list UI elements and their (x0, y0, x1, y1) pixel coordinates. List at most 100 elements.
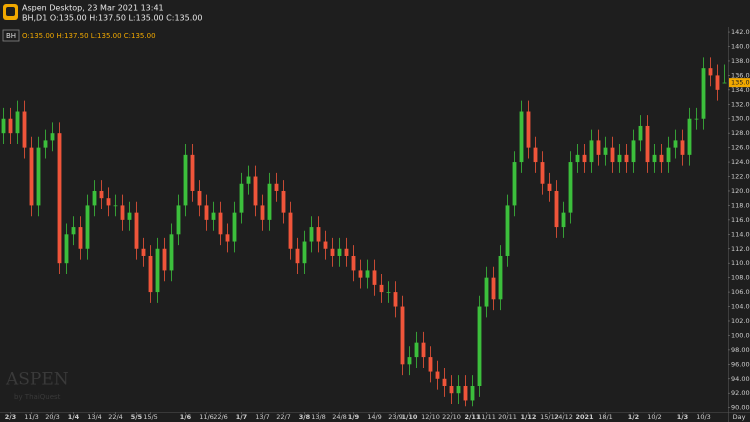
y-tick-label: 128.00 (731, 129, 750, 137)
symbol: BH (6, 32, 16, 40)
y-tick-label: 96.00 (731, 360, 750, 368)
x-tick-label: 22/4 (108, 413, 123, 421)
y-tick-label: 112.00 (731, 245, 750, 253)
y-tick-label: 108.00 (731, 274, 750, 282)
candle-body (120, 205, 125, 220)
candle-body (701, 68, 706, 119)
y-tick-label: 130.00 (731, 115, 750, 123)
x-tick-label: 5/5 (131, 413, 143, 421)
y-tick-label: 138.00 (731, 57, 750, 65)
x-tick-label: 20/3 (45, 413, 60, 421)
candle-body (610, 147, 615, 163)
watermark-brand: ASPEN (5, 370, 69, 390)
y-tick-label: 104.00 (731, 303, 750, 311)
x-tick-label: 13/7 (255, 413, 270, 421)
x-tick-label: 1/7 (236, 413, 247, 421)
candle-body (722, 82, 727, 84)
x-tick-label: 12/10 (421, 413, 440, 421)
x-tick-label: 22/6 (213, 413, 228, 421)
candle-body (302, 241, 307, 264)
x-tick-label: 1/12 (521, 413, 537, 421)
candle-body (652, 154, 657, 163)
x-tick-label: 14/9 (367, 413, 382, 421)
candle-body (183, 154, 188, 206)
candle-body (365, 270, 370, 278)
candle-body (554, 190, 559, 228)
candle-body (428, 357, 433, 372)
candle-body (71, 227, 76, 235)
candle-body (456, 385, 461, 394)
candle-body (225, 234, 230, 242)
x-tick-label: 10/2 (647, 413, 662, 421)
candle-body (64, 234, 69, 264)
candle-body (239, 183, 244, 213)
x-tick-label: 13/8 (311, 413, 326, 421)
candle-body (1, 118, 6, 134)
candle-body (407, 357, 412, 365)
x-tick-label: 10/3 (696, 413, 711, 421)
x-tick-label: 11/6 (199, 413, 214, 421)
candle-body (400, 306, 405, 365)
candle-body (337, 248, 342, 256)
candle-body (673, 140, 678, 148)
x-tick-label: 23/9 (388, 413, 403, 421)
candle-body (127, 212, 132, 220)
candle-body (435, 371, 440, 379)
x-tick-label: 1/9 (348, 413, 360, 421)
x-tick-label: 13/4 (87, 413, 102, 421)
candle-body (659, 154, 664, 163)
x-tick-label: 22/10 (442, 413, 461, 421)
candle-body (309, 227, 314, 242)
candle-body (211, 212, 216, 220)
candle-body (421, 342, 426, 358)
x-tick-label: 24/12 (554, 413, 573, 421)
x-tick-label: 2/3 (5, 413, 16, 421)
chart-subtitle: BH,D1 O:135.00 H:137.50 L:135.00 C:135.0… (22, 14, 202, 23)
candle-body (204, 205, 209, 220)
y-tick-label: 126.00 (731, 144, 750, 152)
y-tick-label: 110.00 (731, 259, 750, 267)
x-tick-label: 24/8 (332, 413, 347, 421)
candle-body (484, 277, 489, 307)
candle-body (330, 248, 335, 256)
x-tick-label: 11/3 (24, 413, 39, 421)
x-tick-label: 18/1 (598, 413, 613, 421)
candle-body (218, 212, 223, 235)
candle-body (36, 147, 41, 206)
candle-body (29, 147, 34, 206)
candle-body (694, 118, 699, 120)
candle-body (477, 306, 482, 386)
y-tick-label: 116.00 (731, 216, 750, 224)
x-tick-label: 15/5 (143, 413, 158, 421)
candle-body (589, 140, 594, 163)
candle-body (43, 140, 48, 148)
candle-body (57, 133, 62, 264)
x-tick-label: 1/3 (677, 413, 688, 421)
y-tick-label: 124.00 (731, 158, 750, 166)
x-tick-label: 2021 (575, 413, 594, 421)
candle-body (50, 133, 55, 141)
y-tick-label: 98.00 (731, 346, 750, 354)
candle-body (414, 342, 419, 358)
candle-body (379, 284, 384, 293)
candle-body (155, 248, 160, 293)
candle-body (470, 385, 475, 401)
y-tick-label: 132.00 (731, 100, 750, 108)
x-tick-label: 1/6 (180, 413, 192, 421)
y-tick-label: 114.00 (731, 230, 750, 238)
candle-body (99, 190, 104, 199)
candle-body (134, 212, 139, 249)
candle-body (274, 183, 279, 191)
y-tick-label: 142.00 (731, 28, 750, 36)
candle-body (638, 125, 643, 141)
y-tick-label: 94.00 (731, 375, 750, 383)
candle-body (547, 183, 552, 191)
y-tick-label: 120.00 (731, 187, 750, 195)
candle-body (561, 212, 566, 228)
watermark-by: by ThaiQuest (14, 393, 61, 401)
y-tick-label: 122.00 (731, 173, 750, 181)
x-tick-label: 20/11 (498, 413, 517, 421)
candle-body (512, 162, 517, 206)
